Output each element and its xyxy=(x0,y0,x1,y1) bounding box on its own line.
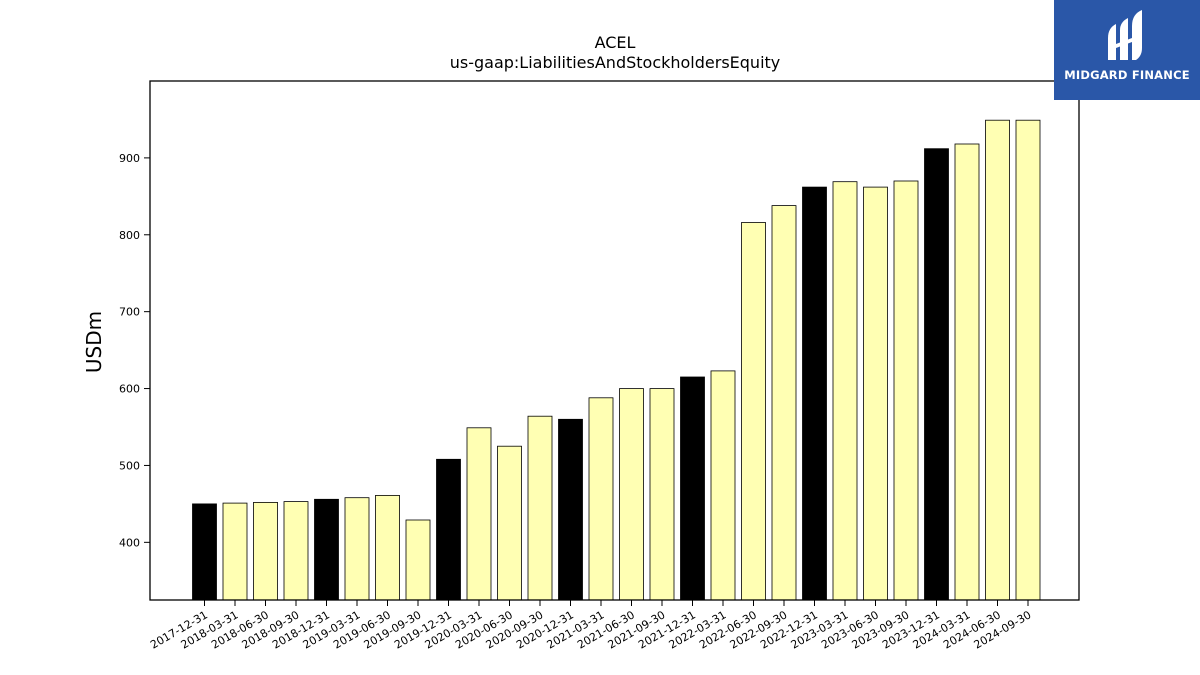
bar-2019-06-30 xyxy=(375,494,400,601)
bar-2020-12-31 xyxy=(558,418,583,601)
bar-2022-06-30 xyxy=(741,222,766,601)
bar-2019-09-30 xyxy=(405,519,431,601)
bar-2020-09-30 xyxy=(527,415,553,601)
bar-2018-12-31 xyxy=(314,498,339,601)
bar-2018-03-31 xyxy=(222,502,248,601)
bar-2024-06-30 xyxy=(985,119,1010,601)
bar-2020-03-31 xyxy=(466,427,492,601)
bar-2023-09-30 xyxy=(893,180,919,601)
bar-2024-03-31 xyxy=(954,143,980,601)
bar-2017-12-31 xyxy=(192,503,217,601)
logo-text: MIDGARD FINANCE xyxy=(1064,68,1190,82)
bar-2022-03-31 xyxy=(710,370,736,601)
bar-2019-12-31 xyxy=(436,458,461,601)
x-axis: 2017-12-312018-03-312018-06-302018-09-30… xyxy=(148,600,1034,652)
bar-2024-09-30 xyxy=(1015,119,1041,601)
y-tick-label: 600 xyxy=(119,383,140,396)
bar-2023-06-30 xyxy=(863,186,888,601)
bar-2018-09-30 xyxy=(283,501,309,601)
bar-2022-09-30 xyxy=(771,205,797,601)
y-tick-label: 700 xyxy=(119,306,140,319)
bar-2020-06-30 xyxy=(497,445,522,601)
bar-2021-03-31 xyxy=(588,397,614,601)
plot-frame xyxy=(149,80,1080,601)
chart-title: ACEL xyxy=(595,33,636,52)
y-tick-label: 800 xyxy=(119,229,140,242)
bar-2021-09-30 xyxy=(649,388,675,601)
bar-2023-12-31 xyxy=(924,148,949,601)
bar-2018-06-30 xyxy=(253,501,278,601)
midgard-logo-icon xyxy=(1108,10,1142,60)
bars-group xyxy=(192,119,1041,601)
y-axis: 400 500 600 700 800 900 xyxy=(119,152,150,549)
bar-2022-12-31 xyxy=(802,186,827,601)
y-tick-label: 400 xyxy=(119,536,140,549)
bar-2021-12-31 xyxy=(680,376,705,601)
midgard-finance-logo: MIDGARD FINANCE xyxy=(1054,0,1200,100)
bar-2019-03-31 xyxy=(344,497,370,601)
y-tick-label: 500 xyxy=(119,459,140,472)
chart-subtitle: us-gaap:LiabilitiesAndStockholdersEquity xyxy=(450,53,781,72)
bar-2023-03-31 xyxy=(832,181,858,601)
y-axis-label: USDm xyxy=(82,311,106,373)
bar-2021-06-30 xyxy=(619,388,644,601)
y-tick-label: 900 xyxy=(119,152,140,165)
